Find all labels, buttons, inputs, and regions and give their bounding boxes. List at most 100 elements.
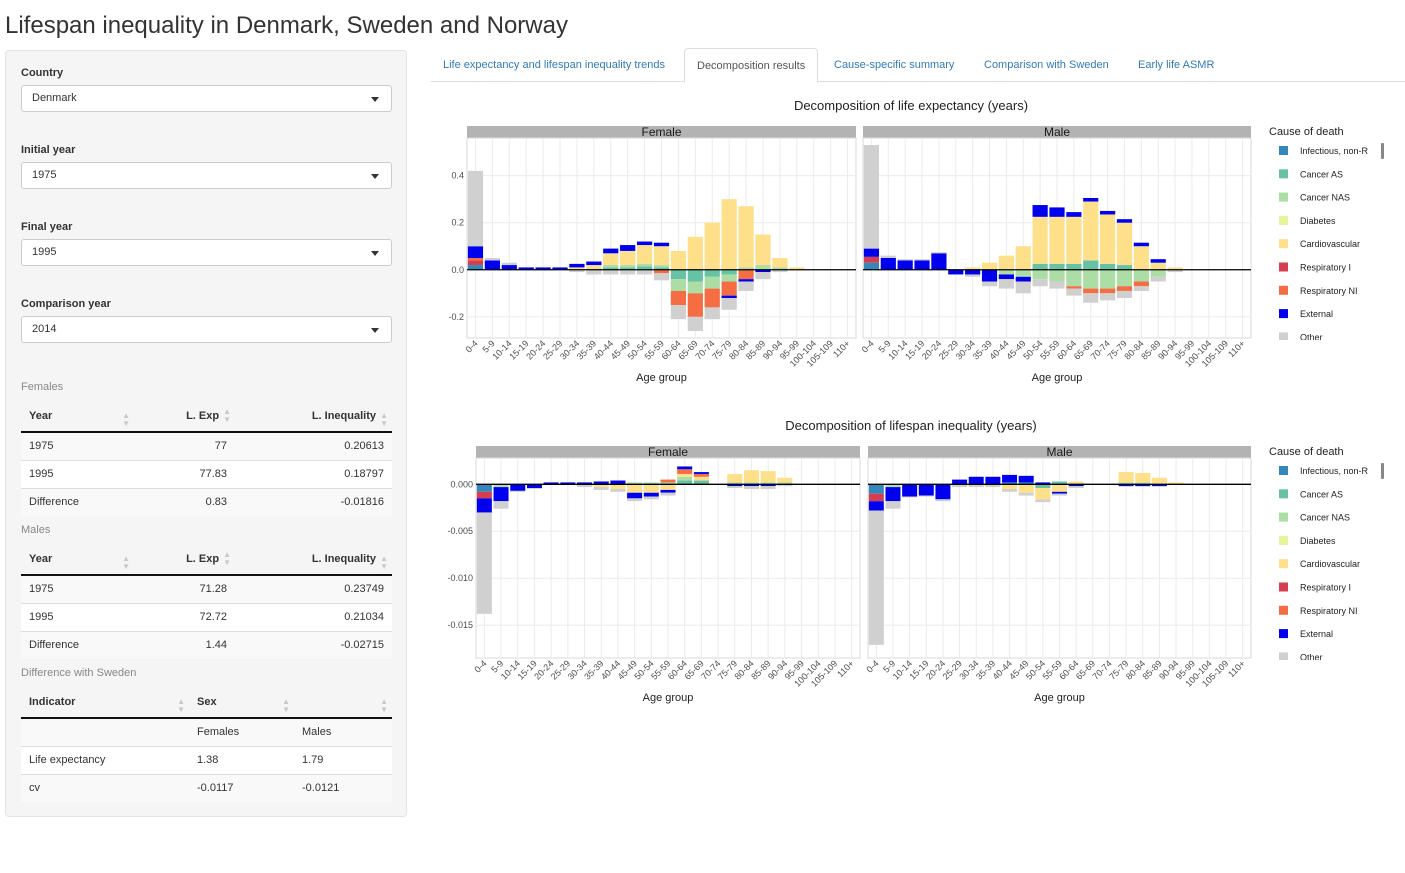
bar-segment [918,495,934,497]
bar-segment [476,484,492,492]
legend-swatch [1279,309,1288,319]
sweden-table: Indicator ▲ ▼ Sex ▲ ▼ ▲ ▼ Females Males Life … [21,687,392,802]
bar-segment [968,484,984,488]
table-cell: Males [294,718,392,746]
bar-segment [1151,484,1167,487]
column-header-blank[interactable]: ▲ ▼ [294,687,392,719]
legend-label: Respiratory NI [1300,606,1358,616]
legend-swatch [1279,605,1288,615]
bar-segment [670,290,687,306]
bar-segment [1068,484,1084,487]
bar-segment [868,493,884,502]
bar-segment [493,487,509,502]
country-label: Country [21,67,64,79]
bar-segment [1100,288,1116,294]
bar-segment [704,307,720,320]
table-row: 1975 71.28 0.23749 [21,575,392,603]
table-row: cv -0.0117 -0.0121 [21,773,392,802]
legend-swatch [1279,512,1288,522]
facet-label: Male [1046,445,1072,459]
bar-segment [670,305,687,320]
bar-segment [660,482,676,485]
bar-segment [660,479,676,483]
bar-segment [1002,488,1018,492]
bar-segment [1049,269,1065,282]
bar-segment [863,145,880,249]
bar-segment [687,293,703,317]
column-header-sex[interactable]: Sex ▲ ▼ [189,687,294,719]
bar-segment [1018,484,1034,493]
column-header-lexp[interactable]: L. Exp ▲ ▼ [134,544,239,576]
legend-swatch [1279,215,1288,225]
column-header-linequality[interactable]: L. Inequality ▲ ▼ [239,544,392,576]
table-cell: 71.28 [134,575,239,603]
bar-segment [738,279,754,282]
facet-label: Female [648,445,688,459]
table-cell: 1975 [21,432,134,460]
bar-segment [935,499,951,502]
table-cell: Difference [21,487,134,516]
country-select[interactable]: Denmark [21,85,392,112]
bar-segment [998,255,1014,270]
bar-segment [777,477,793,483]
bar-segment [627,492,643,499]
bar-segment [476,498,492,513]
bar-segment [1150,276,1166,282]
legend-scrollbar [1381,143,1384,159]
x-tick-label: 110+ [831,338,852,359]
bar-segment [918,484,934,496]
bar-segment [755,234,771,266]
table-cell: cv [21,773,189,802]
bar-segment [1133,269,1149,282]
table-cell [21,718,189,746]
bar-segment [586,265,602,269]
chevron-down-icon [371,97,379,102]
bar-segment [687,281,703,294]
bar-segment [1032,269,1048,280]
column-header-year[interactable]: Year ▲ ▼ [21,544,134,576]
column-header-lexp[interactable]: L. Exp ▲ ▼ [134,401,239,433]
bar-segment [760,471,776,483]
legend-label: Diabetes [1300,536,1336,546]
bar-segment [1083,260,1099,270]
table-row: 1995 72.72 0.21034 [21,602,392,631]
bar-segment [721,295,737,298]
tab-decomposition[interactable]: Decomposition results [684,48,819,83]
bar-segment [603,265,619,268]
tab-early-life-asmr[interactable]: Early life ASMR [1138,59,1215,71]
bar-segment [577,484,593,488]
tab-comparison-sweden[interactable]: Comparison with Sweden [984,59,1109,71]
sort-icon: ▲ ▼ [122,554,130,571]
bar-segment [610,484,626,489]
bar-segment [721,281,737,296]
legend-title: Cause of death [1269,126,1344,138]
tab-trends[interactable]: Life expectancy and lifespan inequality … [443,59,665,71]
comparison-year-select[interactable]: 2014 [21,316,392,343]
sort-icon: ▲ ▼ [223,550,231,567]
bar-segment [721,298,737,310]
bar-segment [772,258,788,268]
legend-label: Respiratory NI [1300,286,1358,296]
bar-segment [1015,281,1031,294]
legend-label: Cancer AS [1300,169,1343,179]
bar-segment [1100,263,1116,270]
sort-icon: ▲ ▼ [177,697,185,714]
tab-cause-summary[interactable]: Cause-specific summary [834,59,955,71]
bar-segment [968,476,984,485]
bar-segment [627,498,643,502]
bar-segment [1052,493,1067,496]
x-tick-label: 0-4 [464,338,480,354]
bar-segment [721,269,737,275]
final-year-select[interactable]: 1995 [21,239,392,266]
bar-segment [760,486,776,489]
males-table: Year ▲ ▼ L. Exp ▲ ▼ L. Inequality ▲ ▼ 1975 71.… [21,544,392,659]
column-header-year[interactable]: Year ▲ ▼ [21,401,134,433]
bar-segment [1083,288,1099,294]
legend-swatch [1279,535,1288,545]
bar-segment [755,272,771,280]
column-header-indicator[interactable]: Indicator ▲ ▼ [21,687,189,719]
initial-year-select[interactable]: 1975 [21,162,392,189]
legend-swatch [1279,146,1288,155]
bar-segment [1116,269,1133,287]
column-header-linequality[interactable]: L. Inequality ▲ ▼ [239,401,392,433]
